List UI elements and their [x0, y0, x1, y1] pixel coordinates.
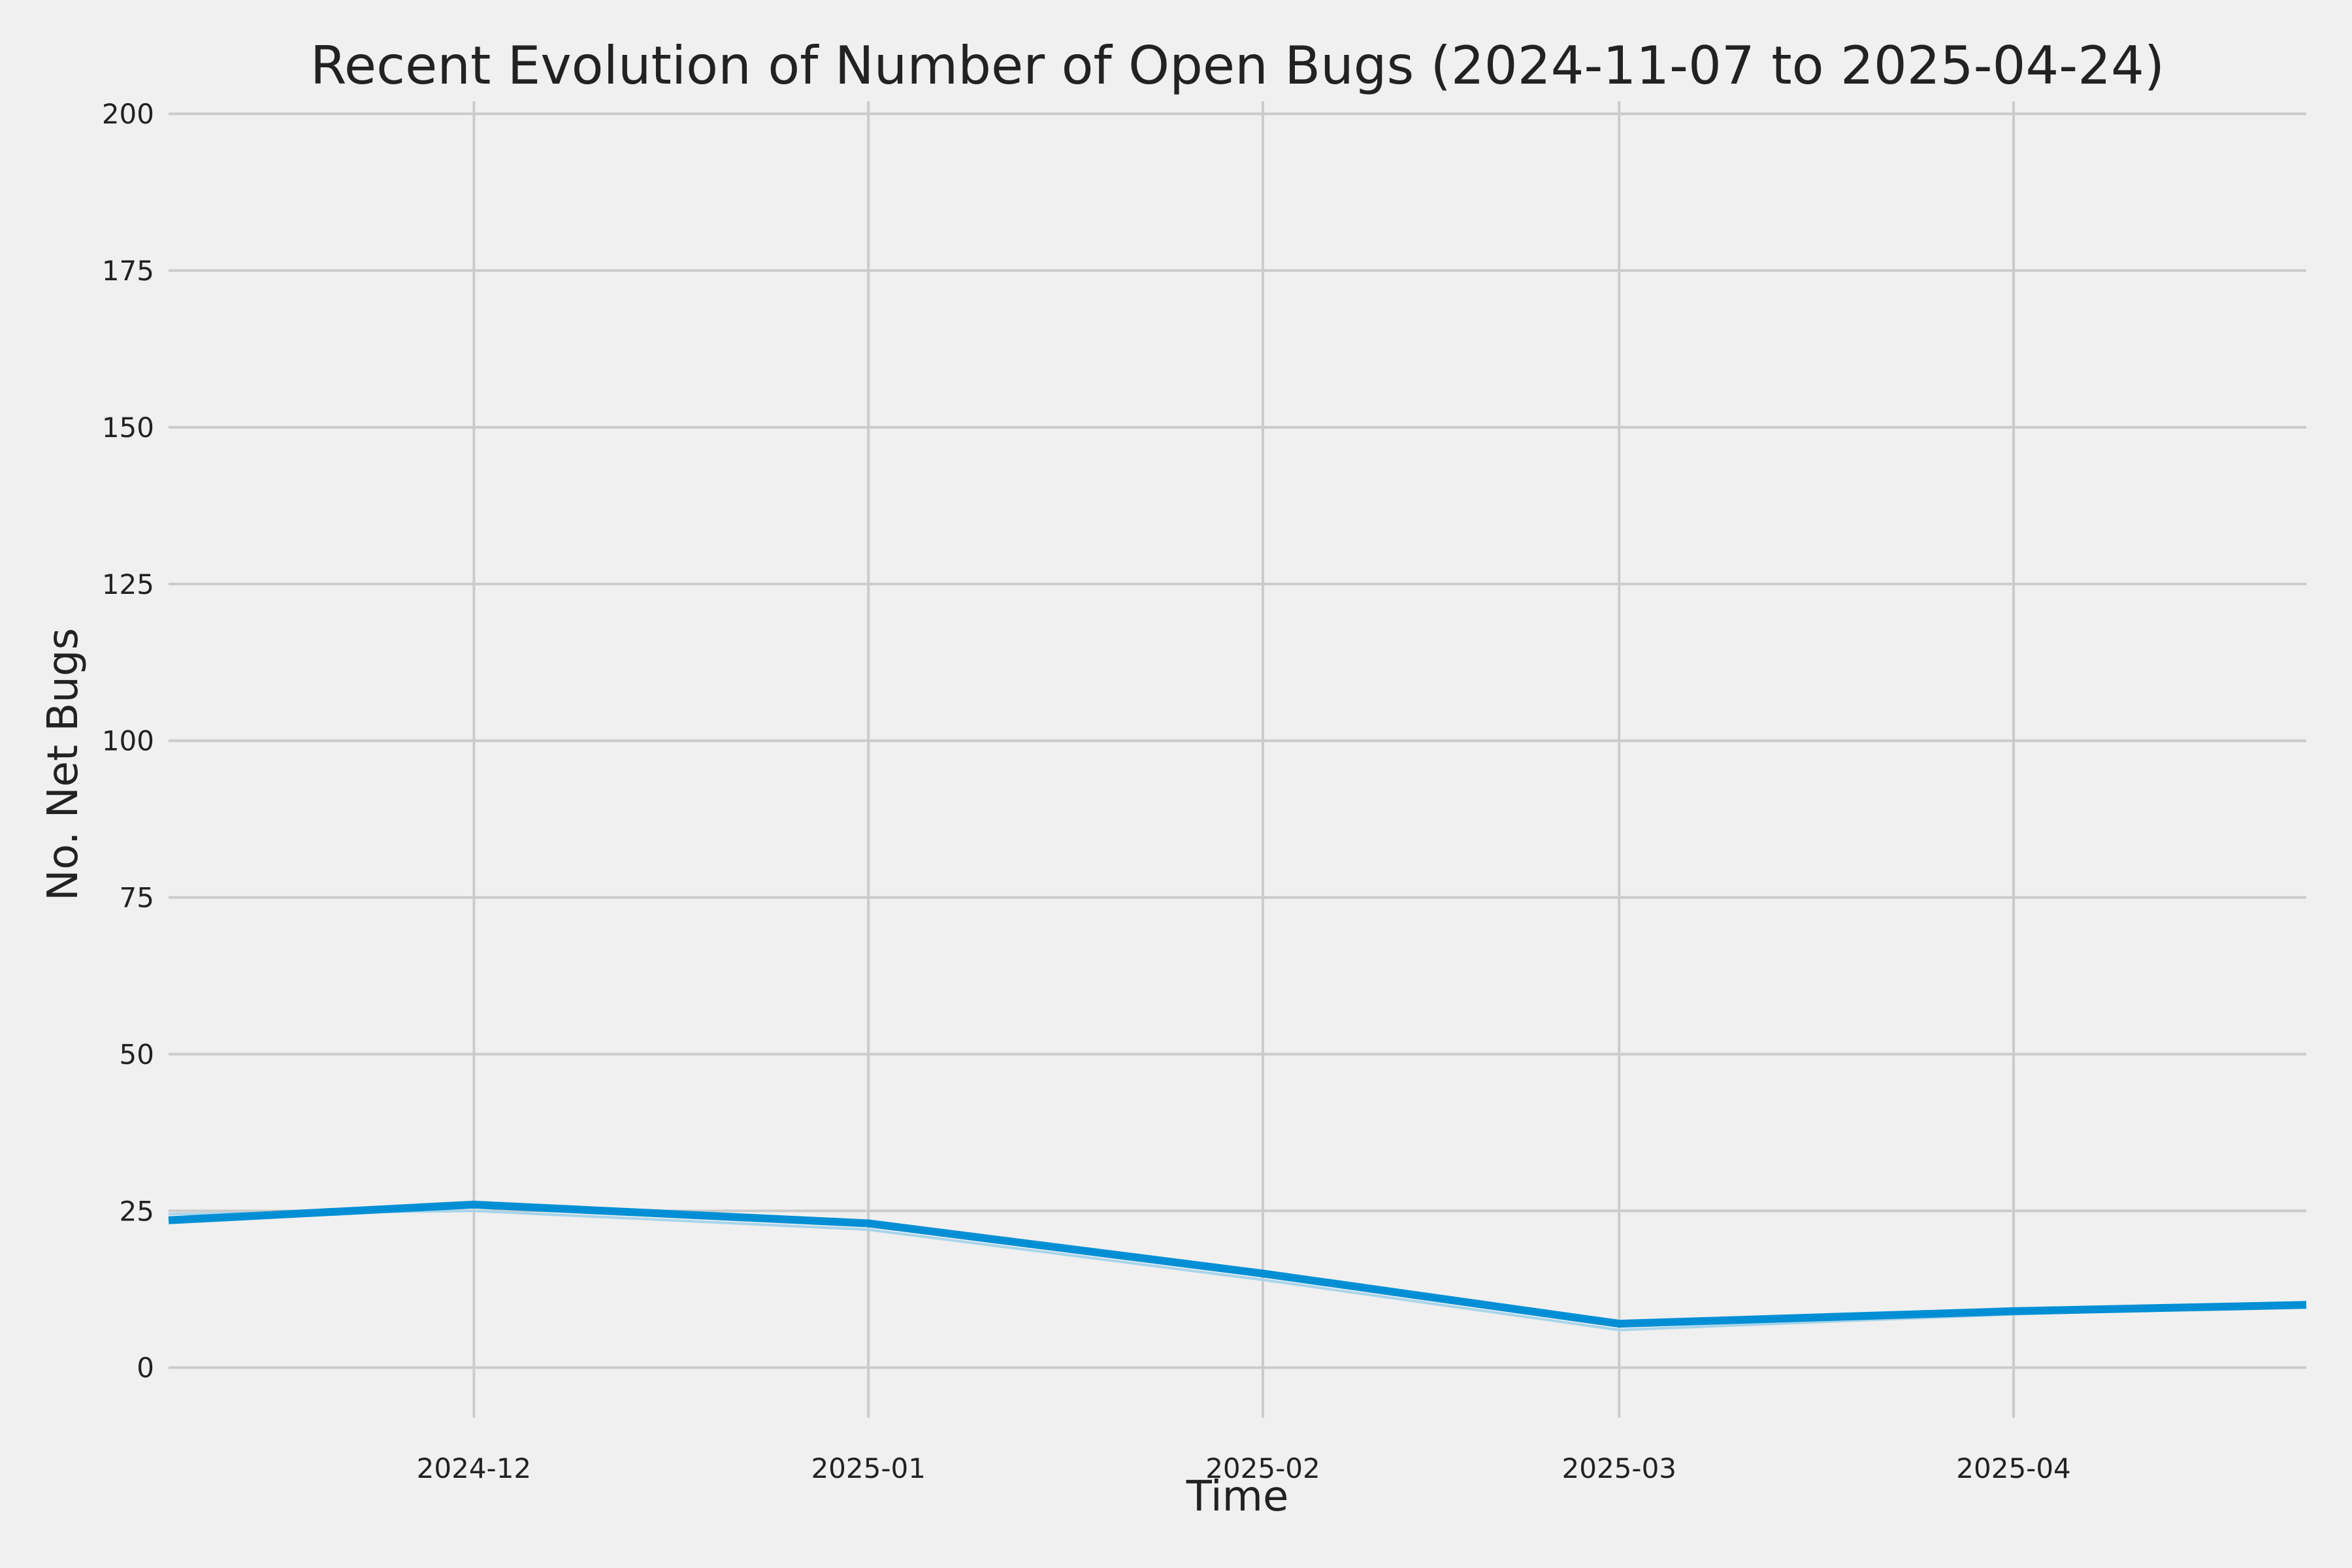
- x-tick-label: 2025-04: [1956, 1452, 2071, 1484]
- x-gridlines: [472, 101, 2016, 1418]
- y-tick-label: 125: [102, 568, 154, 600]
- x-tick-label: 2025-02: [1205, 1452, 1320, 1484]
- y-tick-label: 150: [102, 412, 154, 444]
- series-layer: [168, 1200, 2307, 1331]
- y-gridlines: [169, 112, 2306, 1369]
- x-axis-label: Time: [1186, 1473, 1289, 1521]
- y-tick-label: 200: [102, 98, 154, 130]
- y-tick-labels: 0 25 50 75 100 125 150 175 200: [102, 98, 154, 1384]
- x-tick-label: 2025-01: [811, 1452, 926, 1484]
- chart-title: Recent Evolution of Number of Open Bugs …: [310, 35, 2164, 96]
- x-tick-labels: 2024-12 2025-01 2025-02 2025-03 2025-04: [417, 1452, 2071, 1484]
- y-tick-label: 100: [102, 725, 154, 757]
- y-tick-label: 0: [137, 1352, 154, 1384]
- y-tick-label: 50: [120, 1038, 154, 1070]
- y-tick-label: 175: [102, 255, 154, 287]
- y-tick-label: 75: [120, 882, 154, 914]
- x-tick-label: 2025-03: [1562, 1452, 1677, 1484]
- y-axis-label: No. Net Bugs: [39, 628, 88, 901]
- y-tick-label: 25: [120, 1195, 154, 1227]
- series-line-main: [168, 1200, 2307, 1328]
- x-tick-label: 2024-12: [417, 1452, 532, 1484]
